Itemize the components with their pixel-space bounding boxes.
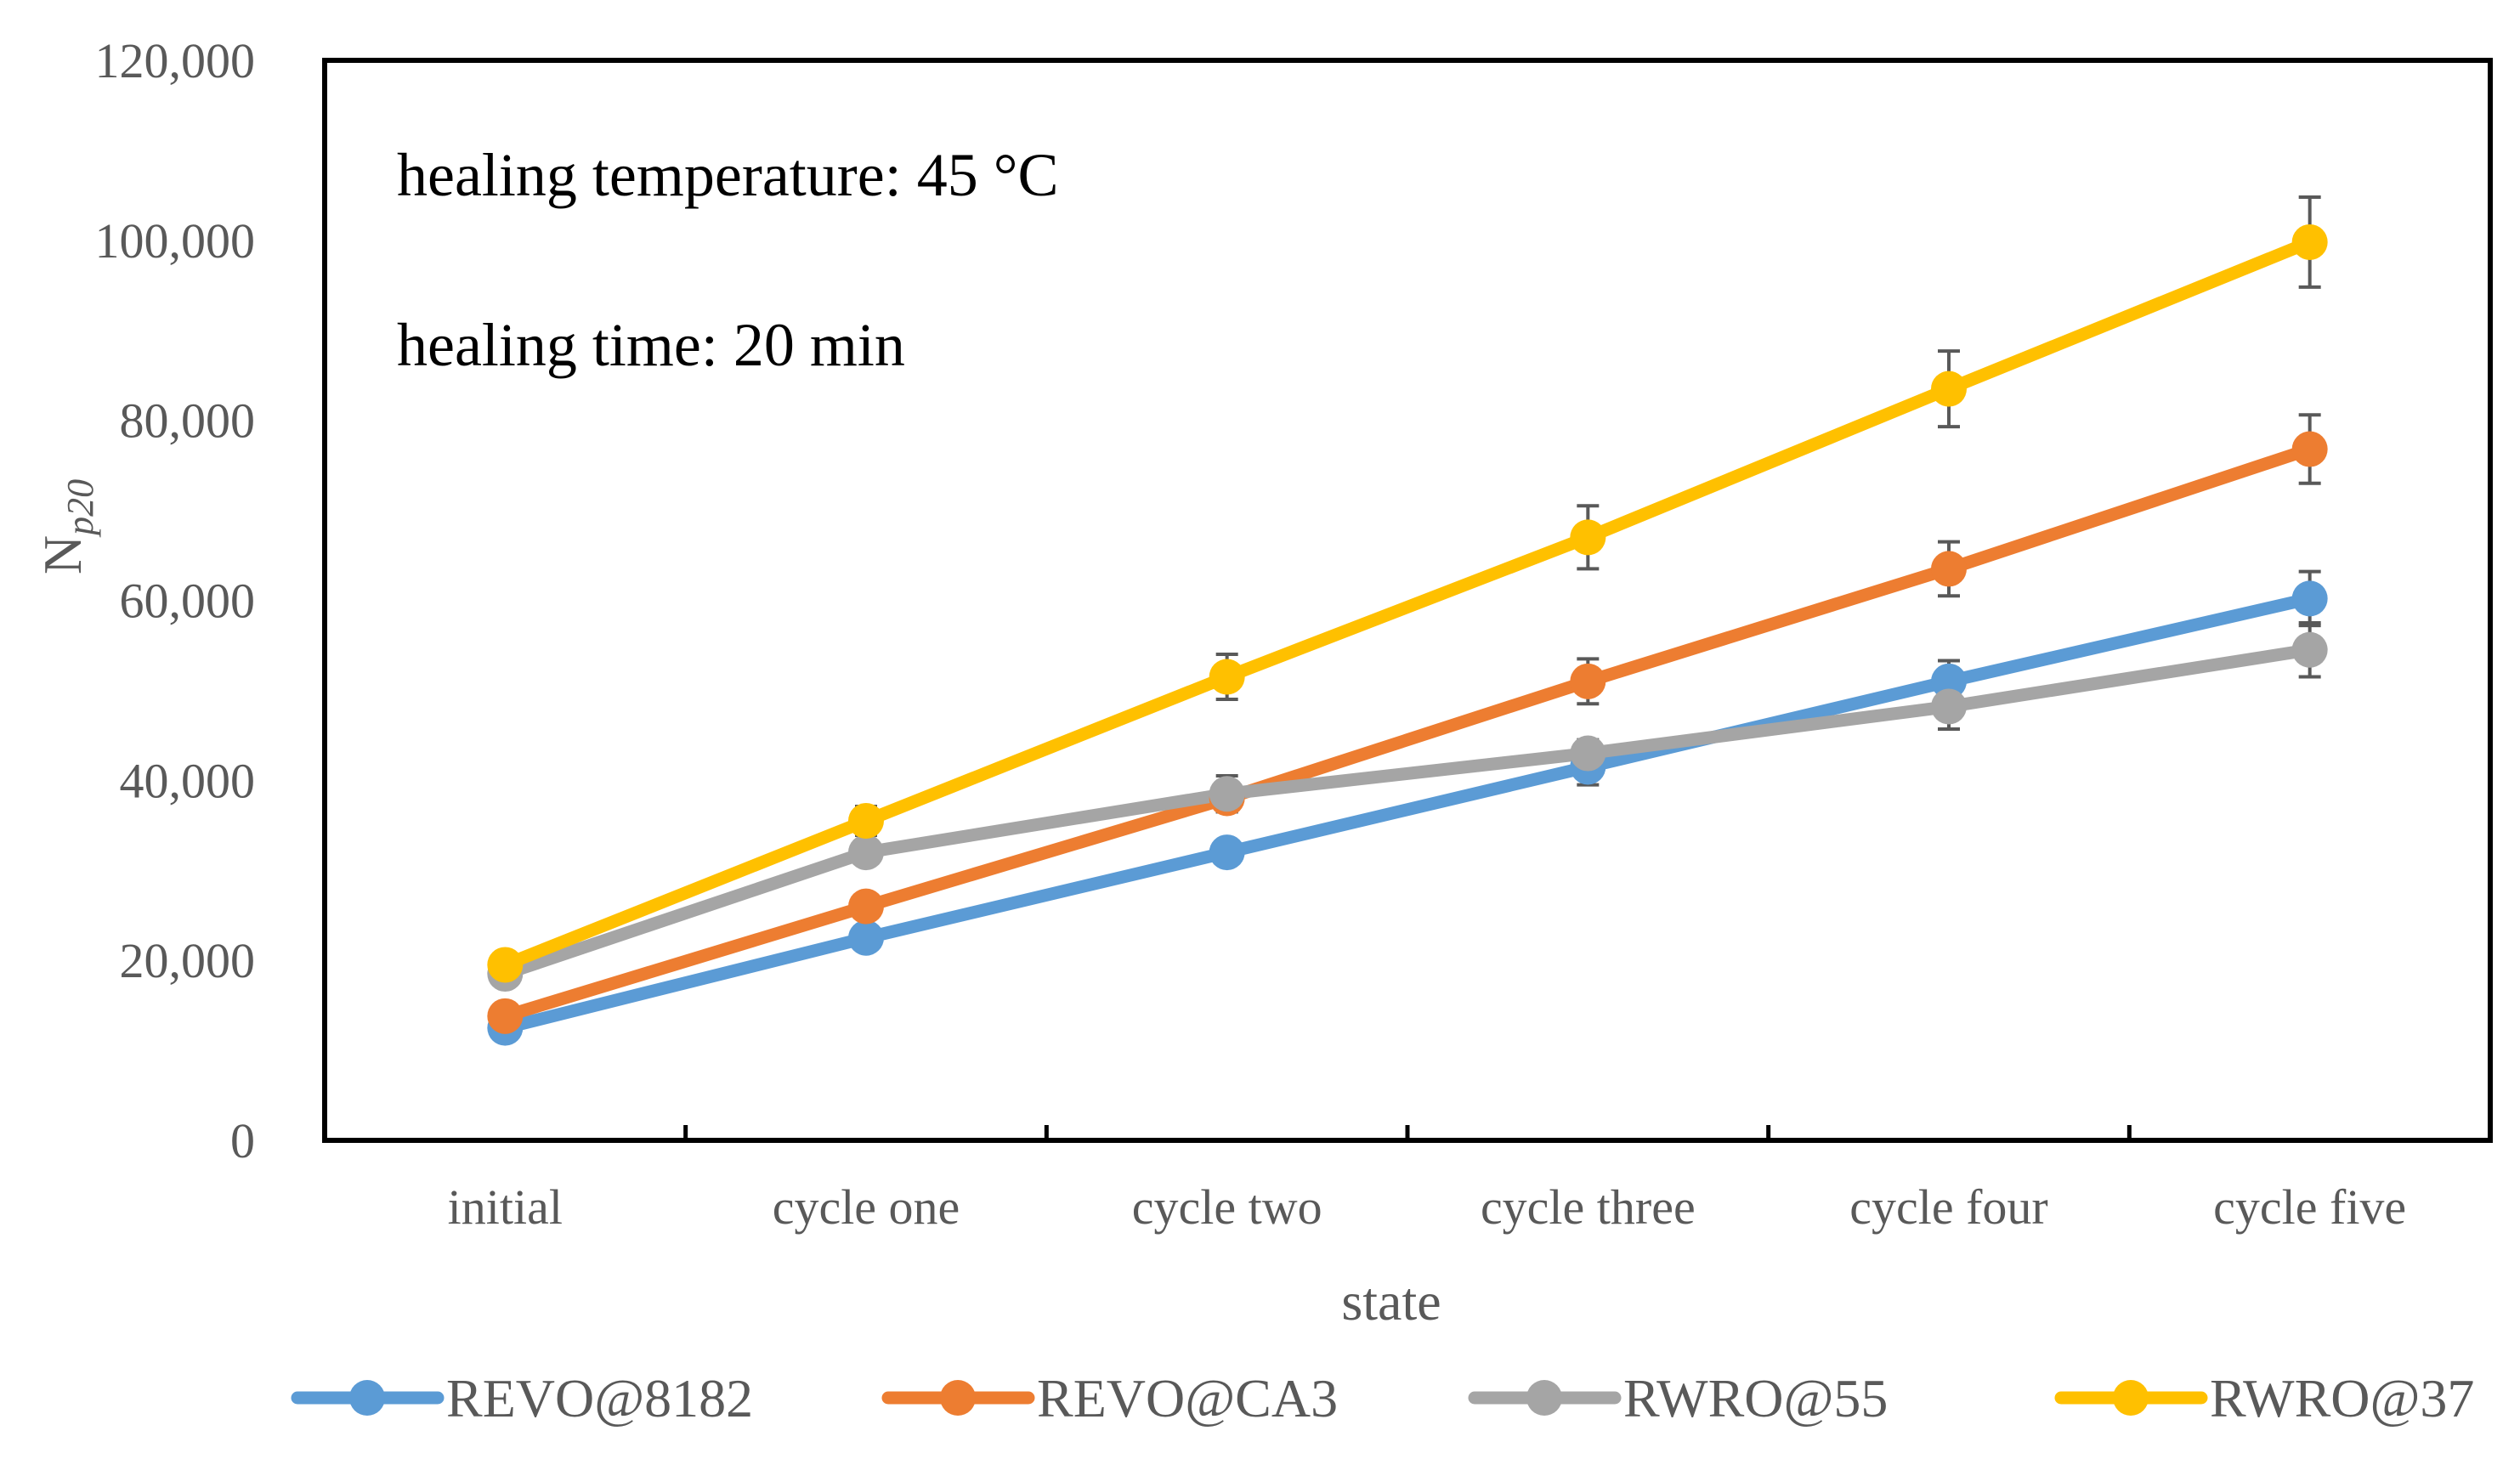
x-axis-ticks: [683, 1125, 2132, 1140]
legend-marker: [940, 1380, 976, 1416]
data-point-revo-ca3: [1931, 551, 1967, 587]
legend-marker: [2113, 1380, 2149, 1416]
y-tick-label: 80,000: [120, 393, 256, 449]
data-point-rwro-37: [848, 802, 884, 839]
legend-marker: [349, 1380, 385, 1416]
data-point-revo-8182: [1931, 663, 1967, 699]
x-tick-label: cycle three: [1481, 1179, 1696, 1235]
data-point-revo-8182: [2291, 580, 2328, 617]
data-point-revo-ca3: [2291, 431, 2328, 467]
legend-item-revo-ca3: REVO@CA3: [881, 1368, 1338, 1428]
x-tick-label: cycle one: [773, 1179, 960, 1235]
annotation-time: healing time: 20 min: [397, 311, 905, 379]
annotation-temperature: healing temperature: 45 °C: [397, 141, 1059, 209]
legend-label: REVO@8182: [446, 1368, 753, 1428]
x-tick-label: cycle four: [1849, 1179, 2047, 1235]
legend-item-rwro-37: RWRO@37: [2054, 1368, 2474, 1428]
y-tick-label: 0: [230, 1113, 255, 1168]
y-tick-label: 60,000: [120, 574, 256, 629]
legend-marker: [1526, 1380, 1562, 1416]
legend-item-revo-8182: REVO@8182: [291, 1368, 753, 1428]
y-tick-label: 20,000: [120, 933, 256, 988]
series-line-revo-8182: [498, 591, 2317, 1035]
series-lines: [498, 235, 2317, 1035]
data-point-rwro-37: [1209, 659, 1245, 695]
data-point-rwro-55: [1931, 688, 1967, 725]
y-axis-title-subscript: p20: [59, 479, 101, 538]
data-point-rwro-55: [1570, 735, 1606, 772]
data-point-rwro-55: [848, 834, 884, 871]
series-line-rwro-55: [498, 643, 2317, 981]
legend-item-rwro-55: RWRO@55: [1468, 1368, 1888, 1428]
x-axis-title: state: [1341, 1271, 1441, 1332]
data-point-revo-ca3: [848, 888, 884, 925]
x-tick-label: initial: [448, 1179, 563, 1235]
data-point-revo-8182: [1209, 834, 1245, 871]
data-point-revo-ca3: [1570, 663, 1606, 699]
series-line-revo-ca3: [498, 443, 2317, 1023]
y-tick-label: 120,000: [95, 33, 256, 88]
x-axis-tick-labels: initial cycle one cycle two cycle three cycl…: [448, 1179, 2407, 1235]
data-point-rwro-37: [1570, 519, 1606, 556]
legend-label: RWRO@55: [1623, 1368, 1888, 1428]
data-point-rwro-37: [2291, 223, 2328, 260]
x-tick-label: cycle two: [1132, 1179, 1322, 1235]
y-axis-tick-labels: 0 20,000 40,000 60,000 80,000 100,000 120,000: [95, 33, 256, 1168]
y-tick-label: 40,000: [120, 753, 256, 808]
y-axis-title-main: N: [32, 535, 93, 574]
legend-label: RWRO@37: [2210, 1368, 2474, 1428]
x-tick-label: cycle five: [2213, 1179, 2406, 1235]
data-point-rwro-37: [1931, 370, 1967, 407]
data-point-rwro-55: [2291, 631, 2328, 668]
data-point-revo-8182: [848, 919, 884, 956]
series-line-rwro-37: [498, 235, 2317, 971]
legend: REVO@8182 REVO@CA3 RWRO@55 RWRO@37: [291, 1368, 2474, 1428]
data-point-rwro-37: [487, 947, 524, 983]
y-axis-title: Np20: [32, 479, 101, 574]
data-point-rwro-55: [1209, 776, 1245, 812]
y-tick-label: 100,000: [95, 213, 256, 269]
legend-label: REVO@CA3: [1037, 1368, 1338, 1428]
series-markers: [487, 223, 2328, 1046]
data-point-revo-ca3: [487, 998, 524, 1034]
